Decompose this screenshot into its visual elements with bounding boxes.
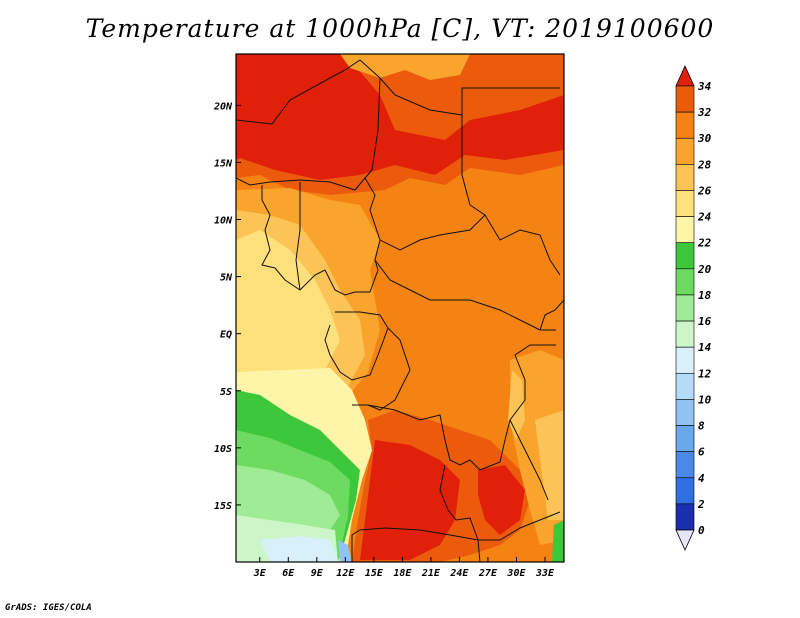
lon-tick-label: 15E [365,568,384,579]
colorbar-label: 6 [698,446,705,459]
colorbar-label: 10 [698,393,712,406]
colorbar-segment [675,137,695,165]
lon-tick-label: 21E [421,568,441,579]
colorbar-label: 4 [698,472,705,485]
lat-tick-label: 10N [214,216,233,227]
colorbar-segment [675,242,695,270]
country-borders [236,59,564,562]
longitude-axis: 3E 6E 9E 12E 15E 18E 21E 24E 27E 30E 33E [253,557,555,579]
lon-tick-label: 3E [253,568,267,579]
lat-tick-label: 5N [220,273,233,284]
lat-tick-label: EQ [220,330,232,341]
colorbar-label: 20 [697,263,712,276]
lon-tick-label: 12E [336,568,355,579]
colorbar-segment [675,425,695,452]
colorbar-segment [675,451,695,479]
colorbar-bottom-arrow [675,529,695,551]
colorbar-segment [675,268,695,296]
map-frame [235,53,565,563]
colorbar-segment [675,111,695,139]
colorbar-segment [675,372,695,400]
colorbar-segment [675,85,695,113]
colorbar-label: 0 [698,524,705,537]
lat-tick-label: 15S [214,501,232,512]
colorbar-label: 2 [697,498,705,511]
colorbar-segment [675,477,695,505]
lon-tick-label: 9E [311,568,324,579]
lat-tick-label: 20N [213,101,233,112]
lon-tick-label: 24E [449,568,469,579]
lon-tick-label: 27E [478,568,498,579]
colorbar-label: 12 [698,367,712,380]
colorbar-label: 34 [697,80,712,93]
colorbar-segment [675,503,695,531]
colorbar-segment [675,399,695,426]
colorbar-segment [675,346,695,374]
lon-tick-label: 6E [282,568,295,579]
credit-label: GrADS: IGES/COLA [5,603,92,613]
colorbar-label: 30 [697,132,712,145]
colorbar-segment [675,190,695,217]
lon-tick-label: 33E [535,568,555,579]
temperature-field [236,54,564,562]
colorbar-segment [675,294,695,322]
colorbar-label: 18 [698,289,712,302]
colorbar-segment [675,216,695,244]
chart-title: Temperature at 1000hPa [C], VT: 20191006… [85,14,715,43]
lat-tick-label: 15N [214,158,233,169]
colorbar-segment [675,320,695,348]
colorbar-label: 32 [697,106,712,119]
lon-tick-label: 18E [393,568,412,579]
colorbar-label: 26 [697,184,712,197]
colorbar-label: 24 [697,211,712,224]
colorbar-label: 22 [697,237,712,250]
colorbar-top-arrow [675,65,695,87]
colorbar-segment [675,164,695,191]
lat-tick-label: 10S [214,444,232,455]
colorbar-label: 16 [698,315,712,328]
latitude-axis: 20N 15N 10N 5N EQ 5S 10S 15S [213,101,241,512]
colorbar-label: 28 [697,158,712,171]
colorbar-label: 14 [698,341,712,354]
colorbar-label: 8 [698,420,705,433]
lon-tick-label: 30E [506,568,526,579]
lat-tick-label: 5S [220,387,232,398]
